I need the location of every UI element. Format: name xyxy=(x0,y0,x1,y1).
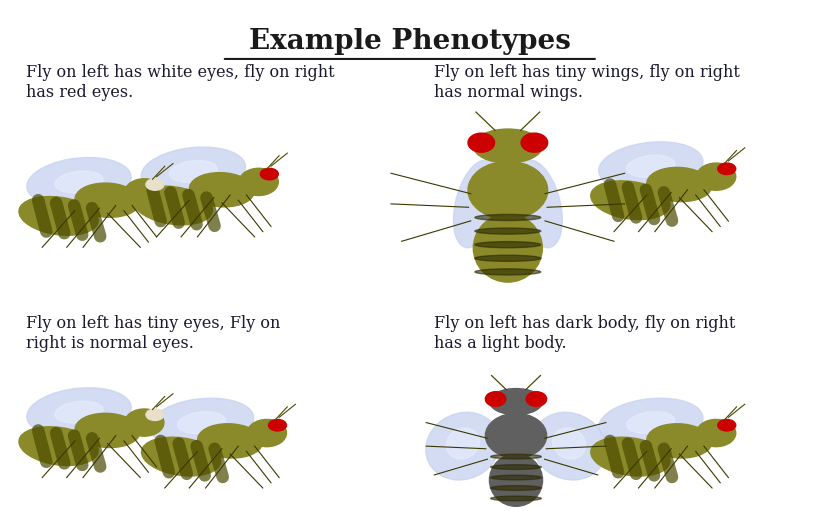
Ellipse shape xyxy=(516,160,563,248)
Ellipse shape xyxy=(190,173,254,207)
Ellipse shape xyxy=(718,163,736,175)
Text: Fly on left has tiny eyes, Fly on
right is normal eyes.: Fly on left has tiny eyes, Fly on right … xyxy=(26,315,281,352)
Ellipse shape xyxy=(553,428,586,459)
Ellipse shape xyxy=(454,160,500,248)
Ellipse shape xyxy=(146,179,164,190)
Ellipse shape xyxy=(491,496,541,501)
Ellipse shape xyxy=(599,142,703,190)
Ellipse shape xyxy=(696,419,736,447)
Ellipse shape xyxy=(27,157,131,206)
Ellipse shape xyxy=(489,454,543,507)
Ellipse shape xyxy=(485,413,547,458)
Ellipse shape xyxy=(491,485,541,490)
Text: Example Phenotypes: Example Phenotypes xyxy=(249,27,571,55)
Ellipse shape xyxy=(261,168,278,180)
Ellipse shape xyxy=(75,413,140,448)
Ellipse shape xyxy=(647,424,712,458)
Ellipse shape xyxy=(591,181,670,220)
Ellipse shape xyxy=(696,163,736,190)
Ellipse shape xyxy=(627,155,675,177)
Ellipse shape xyxy=(268,419,286,431)
Ellipse shape xyxy=(475,255,540,261)
Ellipse shape xyxy=(627,412,675,433)
Ellipse shape xyxy=(19,427,98,466)
Text: Fly on left has dark body, fly on right
has a light body.: Fly on left has dark body, fly on right … xyxy=(434,315,736,352)
Ellipse shape xyxy=(718,419,736,431)
Ellipse shape xyxy=(475,241,540,248)
Ellipse shape xyxy=(475,215,540,220)
Ellipse shape xyxy=(491,475,541,480)
Ellipse shape xyxy=(475,228,540,234)
Ellipse shape xyxy=(474,129,542,163)
Ellipse shape xyxy=(526,392,547,407)
Ellipse shape xyxy=(55,171,103,193)
Ellipse shape xyxy=(532,412,606,480)
Ellipse shape xyxy=(475,269,540,275)
Ellipse shape xyxy=(125,409,164,436)
Ellipse shape xyxy=(169,160,218,183)
Ellipse shape xyxy=(426,412,500,480)
Ellipse shape xyxy=(27,388,131,437)
Ellipse shape xyxy=(647,167,712,201)
Ellipse shape xyxy=(149,398,253,447)
Ellipse shape xyxy=(491,464,541,469)
Ellipse shape xyxy=(146,409,164,420)
Ellipse shape xyxy=(239,168,278,196)
Ellipse shape xyxy=(248,419,286,447)
Ellipse shape xyxy=(142,437,221,476)
Ellipse shape xyxy=(474,214,542,282)
Ellipse shape xyxy=(491,454,541,459)
Ellipse shape xyxy=(19,197,98,235)
Ellipse shape xyxy=(75,183,140,217)
Ellipse shape xyxy=(134,186,213,225)
Ellipse shape xyxy=(177,412,225,433)
Ellipse shape xyxy=(446,428,479,459)
Text: Fly on left has white eyes, fly on right
has red eyes.: Fly on left has white eyes, fly on right… xyxy=(26,64,334,101)
Ellipse shape xyxy=(521,133,548,152)
Ellipse shape xyxy=(599,398,703,447)
Ellipse shape xyxy=(141,147,246,196)
Ellipse shape xyxy=(198,424,262,458)
Ellipse shape xyxy=(125,179,164,206)
Ellipse shape xyxy=(55,401,103,423)
Ellipse shape xyxy=(468,133,494,152)
Text: Fly on left has tiny wings, fly on right
has normal wings.: Fly on left has tiny wings, fly on right… xyxy=(434,64,740,101)
Ellipse shape xyxy=(468,161,548,219)
Ellipse shape xyxy=(489,389,543,414)
Ellipse shape xyxy=(485,392,506,407)
Ellipse shape xyxy=(591,437,670,476)
